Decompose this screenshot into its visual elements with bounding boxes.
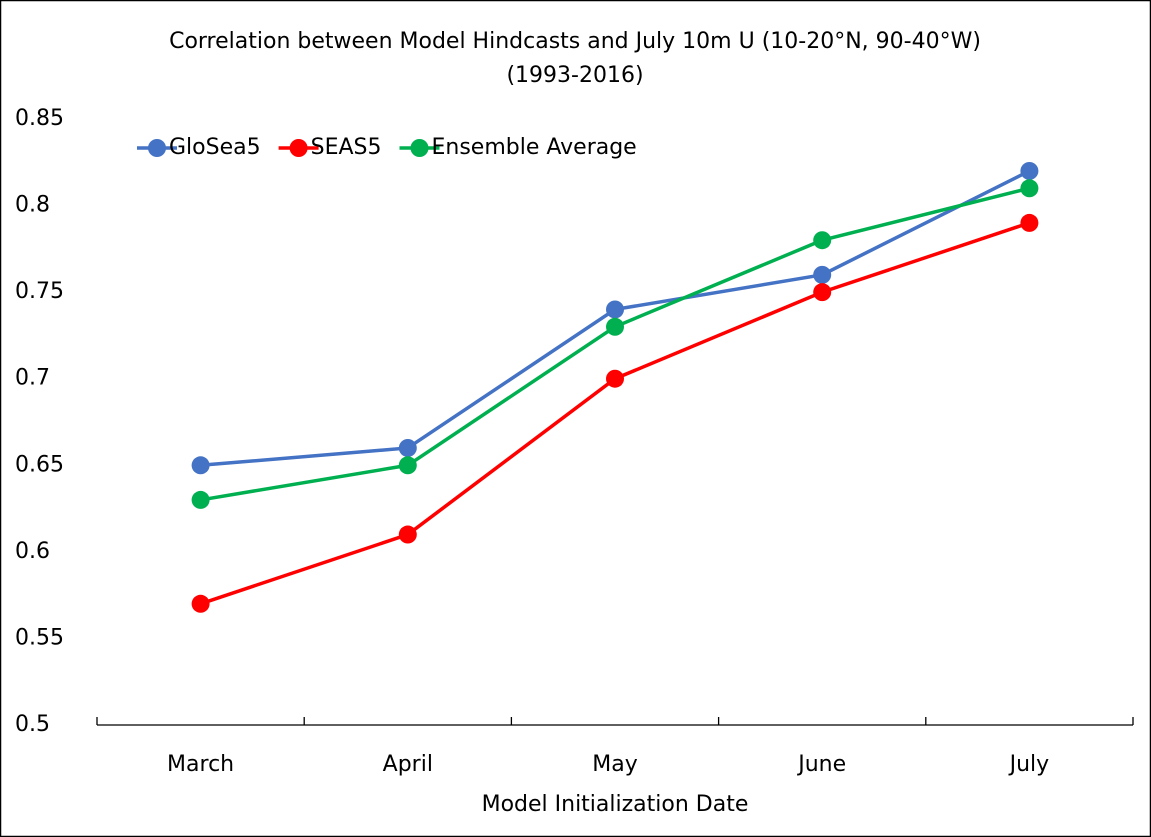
point-marker: [398, 456, 417, 475]
x-tick-label: May: [592, 752, 637, 777]
legend-swatch-marker: [148, 139, 166, 157]
y-tick-label: 0.6: [15, 539, 50, 564]
point-marker: [813, 265, 832, 284]
chart-title: Correlation between Model Hindcasts and …: [169, 29, 981, 54]
point-marker: [398, 525, 417, 544]
y-tick-label: 0.55: [15, 625, 64, 650]
y-tick-label: 0.75: [15, 279, 64, 304]
legend-label: GloSea5: [169, 135, 261, 160]
point-marker: [1020, 213, 1039, 232]
y-tick-label: 0.8: [15, 193, 50, 218]
point-marker: [191, 456, 210, 475]
point-marker: [191, 594, 210, 613]
x-tick-label: July: [1008, 752, 1050, 777]
chart-subtitle: (1993-2016): [506, 63, 643, 88]
x-tick-label: June: [796, 752, 846, 777]
y-tick-label: 0.65: [15, 452, 64, 477]
point-marker: [813, 283, 832, 302]
point-marker: [606, 300, 624, 319]
point-marker: [1020, 161, 1039, 180]
point-marker: [398, 438, 417, 457]
legend-swatch-marker: [410, 139, 429, 157]
point-marker: [191, 490, 210, 509]
point-marker: [606, 369, 624, 388]
point-marker: [813, 231, 832, 250]
x-axis-label: Model Initialization Date: [482, 792, 749, 817]
y-tick-label: 0.85: [15, 106, 64, 131]
y-tick-label: 0.5: [15, 712, 50, 737]
point-marker: [606, 317, 624, 336]
legend-label: Ensemble Average: [432, 135, 637, 160]
point-marker: [1020, 179, 1039, 198]
x-tick-label: April: [383, 752, 433, 777]
x-tick-label: March: [167, 752, 234, 777]
legend-label: SEAS5: [311, 135, 382, 160]
y-tick-label: 0.7: [15, 366, 50, 391]
legend-swatch-marker: [289, 139, 308, 157]
